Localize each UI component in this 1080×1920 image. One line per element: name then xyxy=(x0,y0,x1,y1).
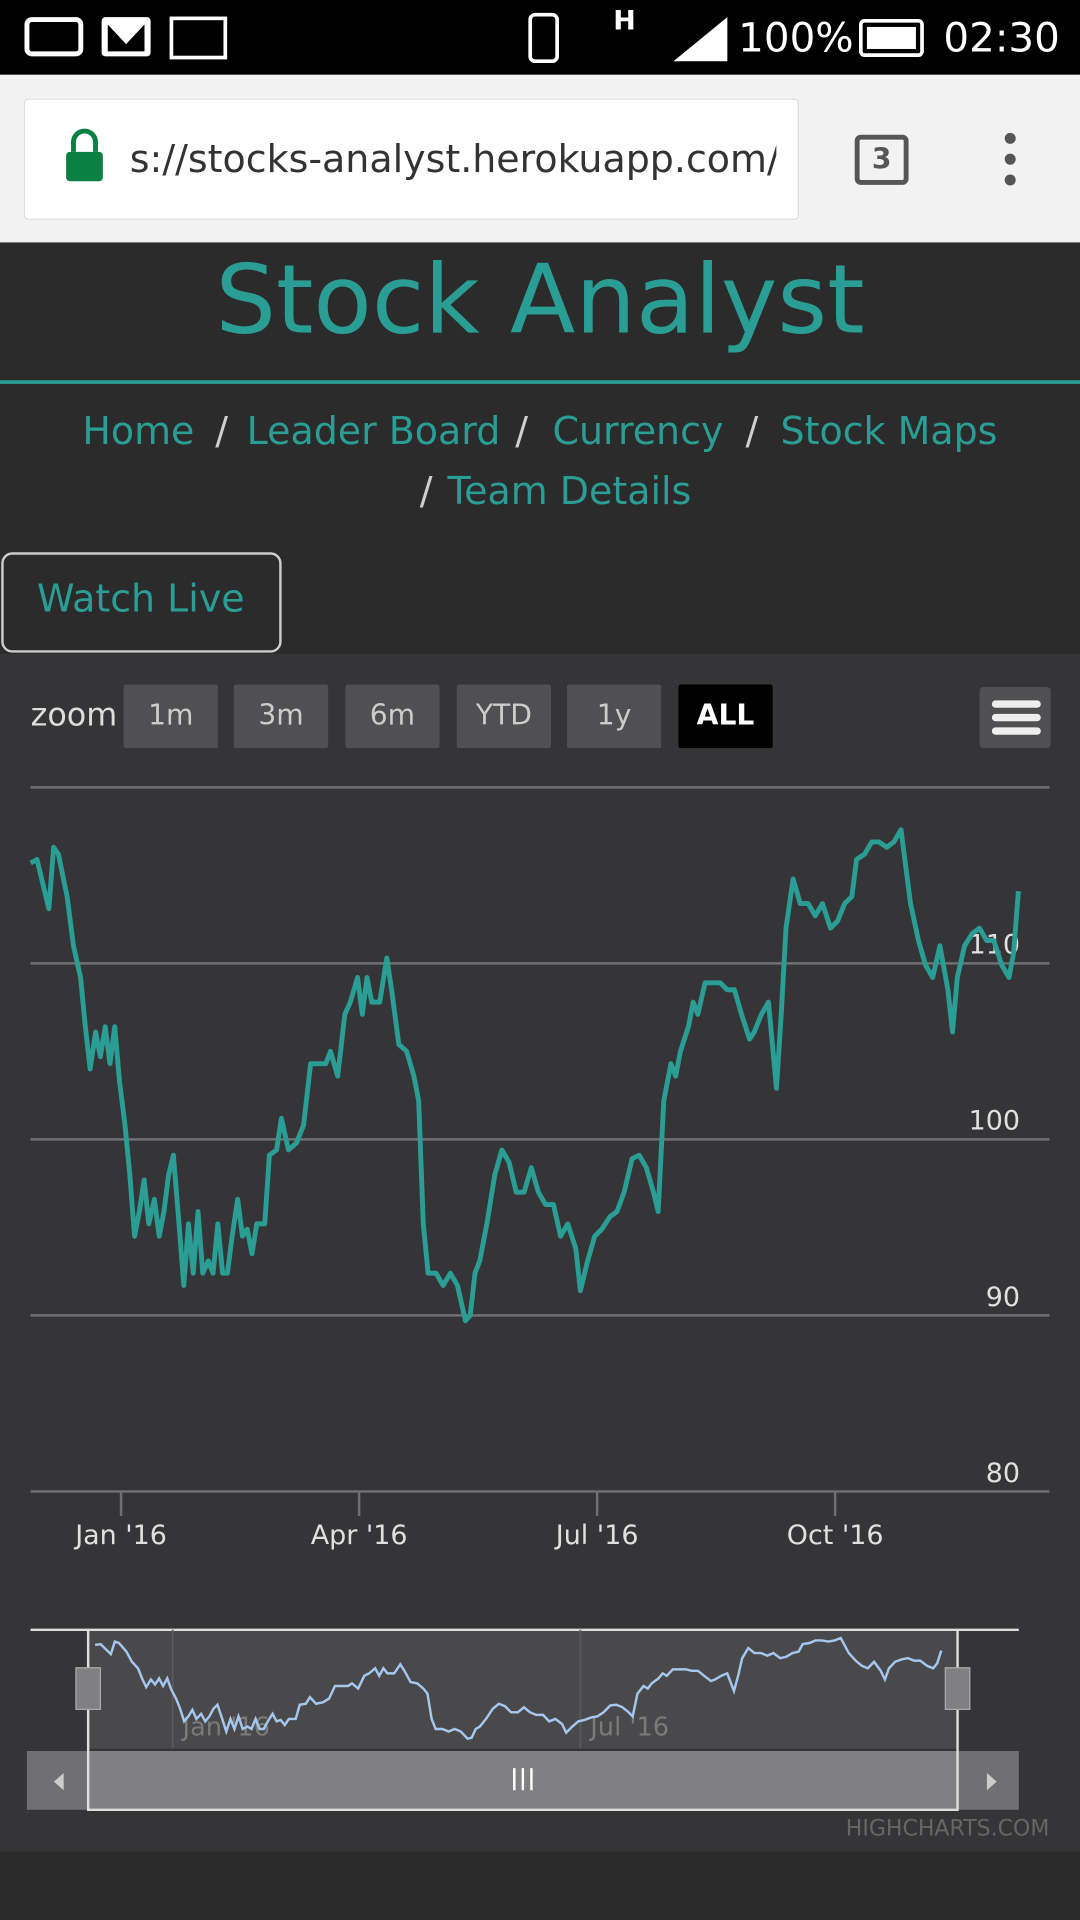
menu-dot[interactable] xyxy=(1004,132,1016,144)
scroll-right[interactable] xyxy=(986,1773,997,1791)
network-type: H xyxy=(613,6,636,37)
site-title: Stock Analyst xyxy=(215,243,864,355)
status-bar xyxy=(0,0,1080,75)
navigator-outline xyxy=(86,1629,959,1812)
export-menu-bar xyxy=(991,713,1041,722)
watch-live-label: Watch Live xyxy=(37,577,245,621)
navigator-line xyxy=(94,1636,943,1741)
navigator-mask xyxy=(88,1629,958,1749)
zoom-label: zoom xyxy=(31,695,118,733)
range-button-label: ALL xyxy=(697,698,755,731)
navigator-handle[interactable] xyxy=(75,1667,102,1710)
nav-separator: / xyxy=(515,409,528,453)
scrollbar-grip xyxy=(513,1768,533,1791)
export-menu-bar xyxy=(991,727,1041,735)
credits: Highcharts.com xyxy=(846,1816,1050,1841)
navigator-tick-label: Jul '16 xyxy=(588,1712,669,1742)
nav-link[interactable]: Stock Maps xyxy=(781,409,998,453)
nav-separator: / xyxy=(745,409,758,453)
range-button[interactable] xyxy=(566,684,662,749)
battery-level: 100% xyxy=(738,13,853,61)
battery-fill xyxy=(866,26,916,49)
x-tick-label: Jul '16 xyxy=(554,1520,639,1551)
nav-separator: / xyxy=(420,469,433,513)
range-button[interactable] xyxy=(233,684,329,749)
range-button-label: 3m xyxy=(258,698,303,731)
vibrate-icon xyxy=(528,12,559,64)
lock-icon xyxy=(66,151,103,182)
range-button-label: 6m xyxy=(370,698,415,731)
menu-dot[interactable] xyxy=(1004,153,1016,165)
url: s://stocks-analyst.herokuapp.com/# xyxy=(130,137,812,181)
url-box[interactable] xyxy=(23,98,799,220)
gmail-icon-m xyxy=(107,24,145,52)
menu-dot[interactable] xyxy=(1004,174,1016,186)
y-tick-label: 100 xyxy=(969,1106,1020,1137)
lock-shackle xyxy=(71,128,98,152)
export-menu-bar xyxy=(991,700,1041,708)
image-icon xyxy=(169,16,228,60)
tab-count: 3 xyxy=(872,142,892,175)
range-button[interactable] xyxy=(345,684,440,749)
range-button[interactable] xyxy=(456,684,552,749)
range-button[interactable] xyxy=(678,684,773,749)
tab-switcher[interactable] xyxy=(854,134,909,185)
nav-separator: / xyxy=(215,409,228,453)
x-tick-label: Jan '16 xyxy=(73,1520,167,1551)
battery-icon xyxy=(858,18,924,57)
nav-link[interactable]: Home xyxy=(82,409,194,453)
notification-icon xyxy=(24,17,84,57)
price-line xyxy=(29,827,1021,1324)
y-tick-label: 80 xyxy=(986,1458,1020,1489)
range-button[interactable] xyxy=(123,684,218,749)
x-tick-label: Apr '16 xyxy=(311,1520,408,1551)
range-button-label: YTD xyxy=(475,698,532,731)
nav-link[interactable]: Currency xyxy=(552,409,723,453)
range-button-label: 1y xyxy=(597,698,632,731)
clock: 02:30 xyxy=(943,13,1059,61)
scroll-left[interactable] xyxy=(53,1773,64,1791)
range-button-label: 1m xyxy=(148,698,193,731)
x-tick-label: Oct '16 xyxy=(787,1520,884,1551)
navigator-handle[interactable] xyxy=(944,1667,971,1710)
url-clip: s://stocks-analyst.herokuapp.com/# xyxy=(130,137,812,181)
nav-link[interactable]: Leader Board xyxy=(247,409,501,453)
y-tick-label: 90 xyxy=(986,1282,1020,1313)
nav-link[interactable]: Team Details xyxy=(446,469,691,513)
watch-live-button[interactable] xyxy=(1,552,282,653)
